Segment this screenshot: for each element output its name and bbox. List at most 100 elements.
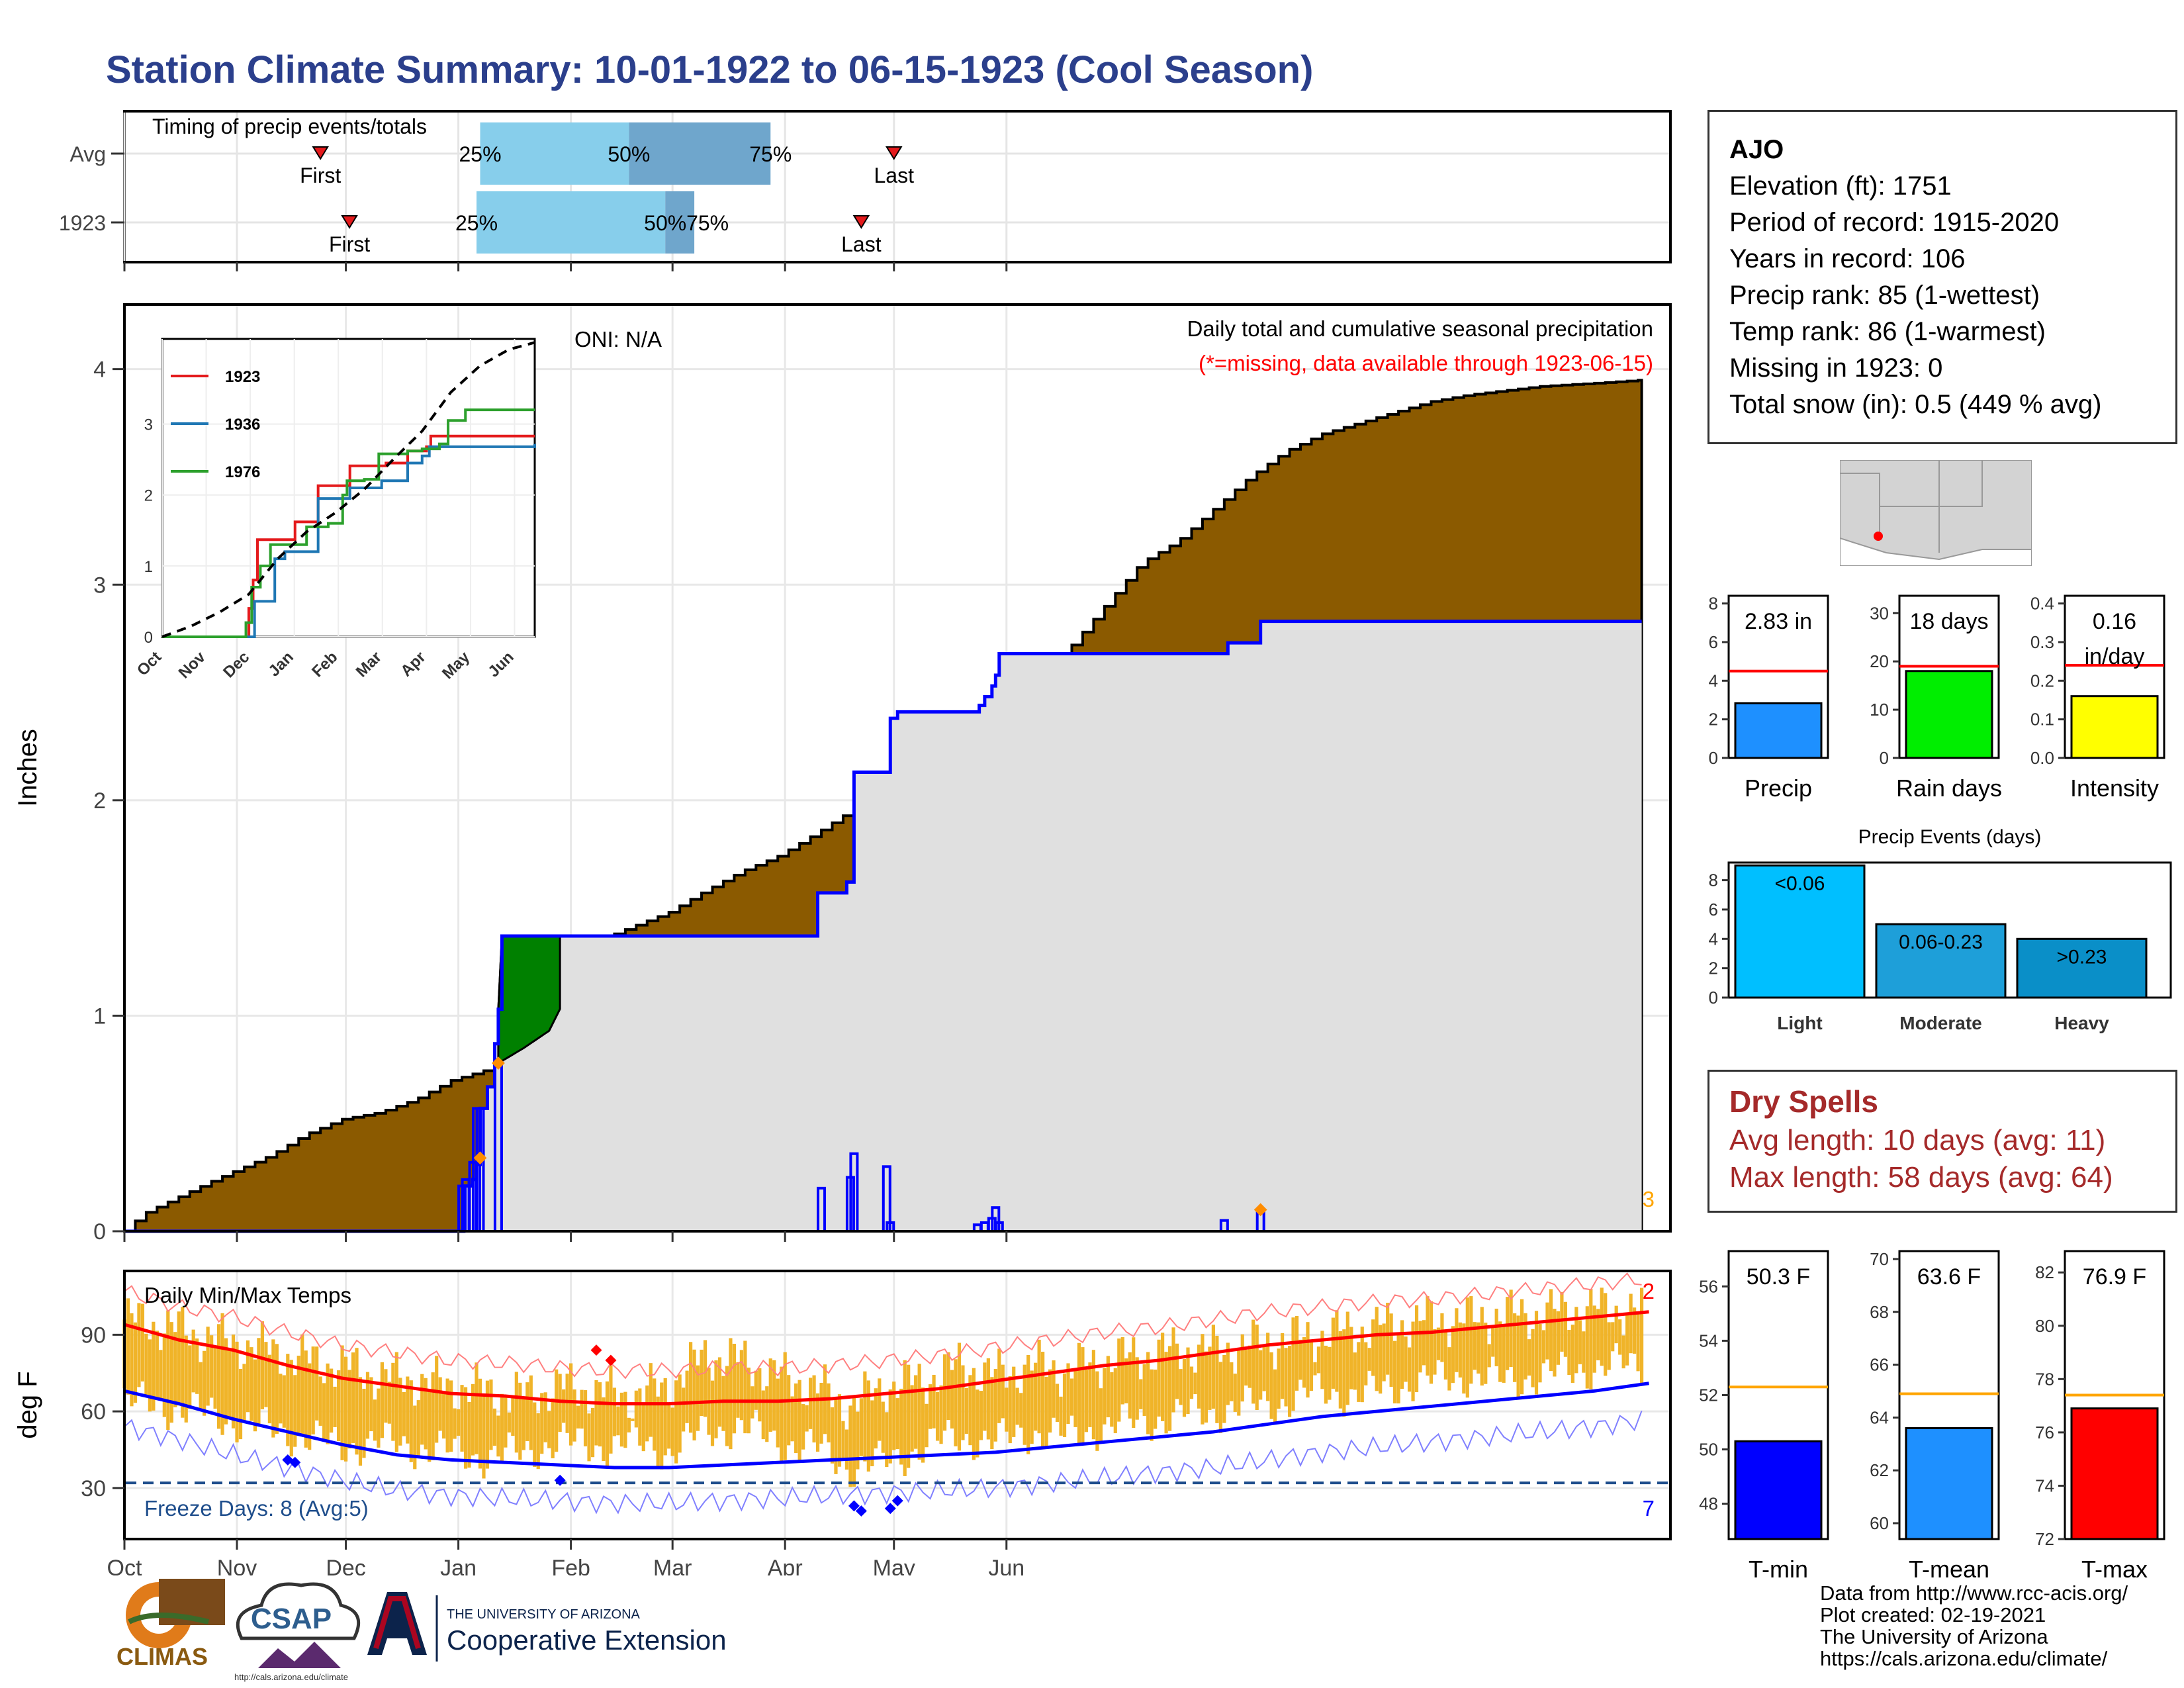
temp-daily-bar [942,1354,947,1431]
precip-ytick-label: 0 [93,1219,106,1244]
temp-daily-bar [435,1356,439,1443]
temp-daily-bar [790,1396,794,1442]
stat-ytick-label: 70 [1870,1249,1889,1269]
temp-daily-bar [330,1368,334,1433]
temp-record-high [124,1272,1642,1380]
temp-daily-bar [358,1377,363,1466]
temp-daily-bar [815,1393,820,1452]
stat-ytick-label: 8 [1709,594,1718,614]
temp-daily-bar [181,1307,185,1418]
temp-daily-bar [340,1345,344,1460]
stat-ytick-label: 76 [2035,1423,2054,1442]
temp-daily-bar [1418,1321,1422,1373]
temp-daily-bar [932,1374,936,1429]
dry-spells-avg: Avg length: 10 days (avg: 11) [1729,1124,2106,1156]
temp-daily-bar [1313,1362,1317,1376]
inset-series-line [162,408,535,638]
temp-daily-bar [406,1376,410,1444]
temp-daily-bar [590,1407,595,1458]
stat-value-label2: in/day [2085,644,2145,669]
station-precip-rank: Precip rank: 85 (1-wettest) [1729,281,2040,310]
stat-ytick-label: 62 [1870,1460,1889,1480]
temp-daily-bar [308,1363,312,1450]
temp-daily-bar [1407,1347,1412,1392]
temp-daily-bar [1230,1362,1234,1401]
inset-legend-label: 1976 [225,463,260,481]
temp-daily-bar [1120,1336,1124,1405]
timing-pct-label: 75% [686,211,729,235]
temp-daily-bar [1055,1383,1060,1422]
temp-daily-bar [475,1362,478,1454]
temp-daily-bar [1629,1293,1633,1354]
temp-daily-bar [1041,1352,1045,1447]
temp-daily-bar [972,1368,976,1460]
record-low-marker [855,1505,867,1517]
temp-daily-bar [1255,1325,1259,1411]
precip-ylabel: Inches [13,729,42,807]
temp-daily-bar [1175,1343,1179,1399]
temp-daily-bar [355,1348,359,1455]
temp-daily-bar [1335,1310,1339,1392]
temp-daily-bar [1222,1355,1226,1423]
temp-daily-bar [1513,1313,1517,1382]
stat-ytick-label: 52 [1699,1385,1718,1405]
temp-daily-bar [449,1380,453,1452]
temp-daily-bar [518,1382,522,1460]
temp-daily-bar [634,1390,638,1428]
stat-ytick-label: 2 [1709,710,1718,729]
temp-daily-bar [1527,1339,1531,1376]
temp-daily-bar [968,1375,972,1446]
temp-daily-bar [155,1331,159,1400]
ua-big-text: Cooperative Extension [447,1624,727,1656]
record-high-marker [605,1354,617,1366]
temp-daily-bar [217,1324,221,1429]
temp-daily-bar [460,1385,464,1452]
temp-daily-bar [670,1407,674,1456]
temp-daily-bar [511,1397,515,1436]
stat-ytick-label: 0 [1709,748,1718,768]
temp-daily-bar [130,1313,134,1407]
temp-daily-bar [892,1382,896,1450]
temp-daily-bar [562,1389,566,1423]
temp-daily-bar [1538,1324,1542,1383]
temp-daily-bar [409,1380,413,1462]
temp-daily-bar [195,1338,199,1394]
temp-daily-bar [242,1364,246,1422]
obs-cumulative-area [124,621,1642,1231]
temp-daily-bar [536,1413,540,1470]
temp-daily-bar [787,1375,791,1446]
precip-ytick-label: 3 [93,573,106,598]
temp-daily-bar [478,1378,482,1469]
temp-daily-bar [377,1388,381,1448]
temp-daily-bar [1218,1362,1222,1433]
precip-marker [492,1056,505,1070]
temp-daily-bar [162,1333,166,1417]
stat-category-label: Intensity [2070,774,2159,802]
inset-ytick-label: 2 [144,487,153,505]
month-label: Feb [551,1556,590,1575]
temp-daily-bar [700,1349,704,1416]
temp-daily-bar [394,1352,398,1452]
timing-marker [341,215,358,229]
temp-daily-bar [1259,1350,1263,1400]
events-bar [1875,923,2007,999]
temp-daily-bar [496,1415,500,1457]
precip-stat-chart: 0 2 4 6 8 2.83 in Precip 0 10 20 30 18 days Rain day… [1709,594,2165,802]
temp-daily-bar [729,1338,733,1450]
temp-daily-bar [1578,1320,1582,1364]
temp-daily-bar [522,1399,525,1450]
temp-daily-bar [1443,1330,1448,1380]
temp-daily-bar [453,1408,457,1439]
timing-marker [852,215,870,229]
temp-daily-bar [736,1362,740,1418]
temp-daily-bar [957,1342,962,1451]
temp-daily-bar [627,1417,631,1432]
temp-daily-bar [416,1400,420,1458]
stat-ytick-label: 10 [1870,700,1889,720]
temp-daily-bar [797,1380,801,1461]
temp-daily-bar [1574,1307,1578,1374]
temp-daily-bar [986,1358,990,1440]
temp-daily-bar [1545,1302,1549,1360]
temp-daily-bar [856,1411,860,1470]
temp-daily-bar [1360,1327,1364,1403]
